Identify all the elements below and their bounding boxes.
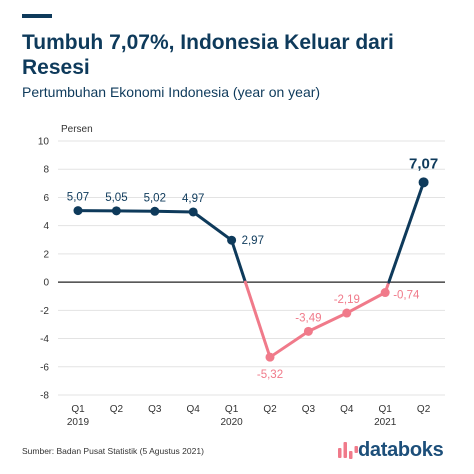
page-title: Tumbuh 7,07%, Indonesia Keluar dari Rese… [22,31,394,79]
y-tick-label: -4 [40,334,49,345]
x-year-label: 2021 [374,417,397,428]
x-tick-label: Q3 [302,404,316,415]
y-tick-label: -6 [40,362,49,373]
x-tick-label: Q1 [225,404,239,415]
y-tick-label: -8 [40,391,49,402]
data-point [342,308,352,318]
data-point [418,177,429,188]
data-label: 4,97 [182,193,204,205]
y-tick-label: -2 [40,306,49,317]
x-tick-labels: Q1 Q2 Q3 Q4 Q1 Q2 Q3 Q4 Q1 Q2 2019 2020 2021 [67,404,431,428]
data-point [380,288,390,298]
x-tick-label: Q2 [417,404,431,415]
series-segment [243,280,272,359]
data-label: -5,32 [257,369,283,381]
data-label: 7,07 [409,155,438,172]
data-label: 5,05 [105,192,127,204]
x-tick-label: Q1 [71,404,85,415]
series-segment [153,209,195,214]
x-tick-label: Q4 [340,404,354,415]
x-year-label: 2020 [220,417,243,428]
y-axis-label: Persen [61,124,93,135]
data-point [303,326,313,336]
x-tick-label: Q3 [148,404,162,415]
data-label: 5,02 [144,192,166,204]
y-tick-label: 6 [43,193,49,204]
y-tick-labels: 10 8 6 4 2 0 -2 -4 -6 -8 [38,137,50,402]
data-point [227,235,237,245]
x-tick-label: Q1 [379,404,393,415]
series-segment [268,329,310,359]
data-label: -3,49 [295,312,321,324]
y-tick-label: 0 [43,278,49,289]
brand-name: databoks [358,438,444,461]
data-label: -0,74 [393,290,420,302]
data-point [188,207,198,217]
data-label: 2,97 [242,235,264,247]
data-label: 5,07 [67,192,89,204]
series-segment [306,311,349,333]
y-tick-label: 4 [43,221,49,232]
source-note: Sumber: Badan Pusat Statistik (5 Agustus… [22,446,204,456]
series-segment [230,238,247,284]
data-points [73,177,429,362]
accent-bar [22,14,52,18]
x-tick-label: Q2 [263,404,277,415]
data-point [265,352,275,362]
series-segment [345,291,387,315]
data-point [111,206,121,216]
grid-lines [58,140,445,396]
y-tick-label: 8 [43,165,49,176]
series-segment [387,180,426,284]
data-point [150,206,160,216]
x-year-label: 2019 [67,417,90,428]
page-subtitle: Pertumbuhan Ekonomi Indonesia (year on y… [22,84,321,100]
data-point [73,206,83,216]
y-tick-label: 10 [38,137,50,148]
databoks-mark-icon [338,442,358,459]
series-lines [76,180,426,359]
brand-logo: databoks [338,436,444,464]
y-tick-label: 2 [43,249,49,260]
x-tick-label: Q4 [187,404,201,415]
data-label: -2,19 [334,294,360,306]
x-tick-label: Q2 [110,404,124,415]
series-segment [191,210,234,242]
data-labels: 5,07 5,05 5,02 4,97 2,97 -5,32 -3,49 -2,19 -0,74… [67,155,438,381]
